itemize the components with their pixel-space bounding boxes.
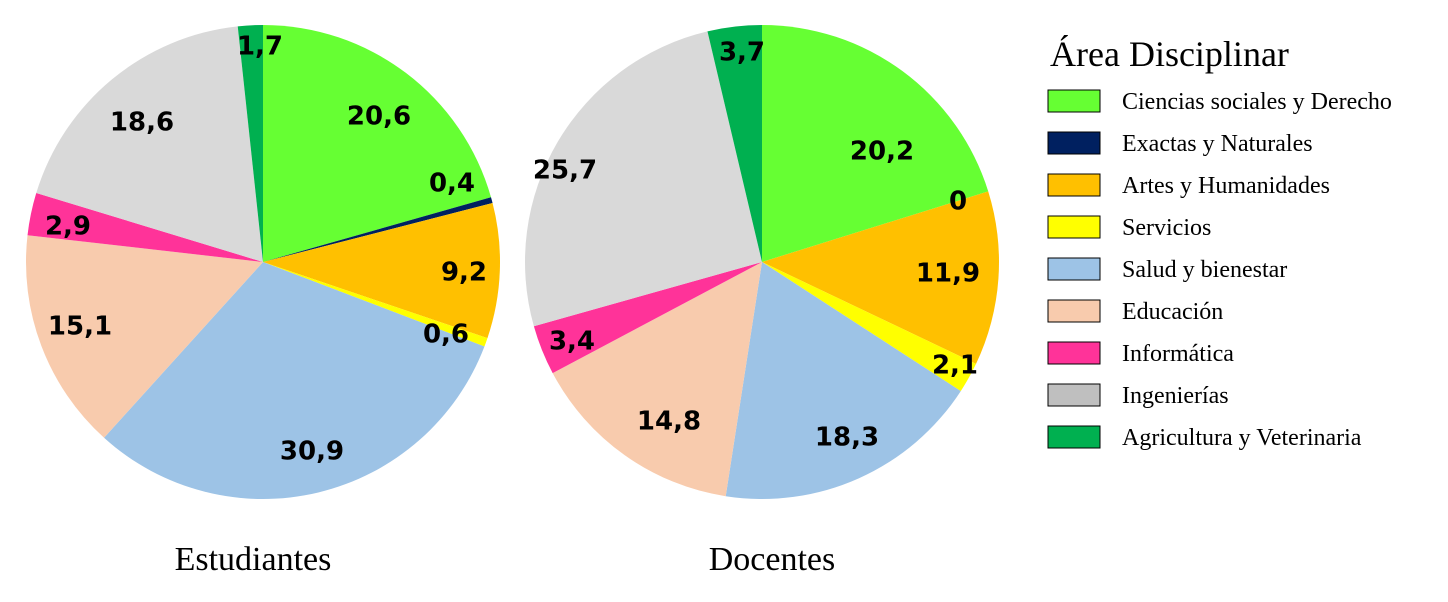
pie-slice-estudiantes-ciencias-sociales-y-derecho <box>263 25 492 262</box>
data-label-docentes-ciencias-sociales-y-derecho: 20,2 <box>850 137 914 167</box>
legend: Área Disciplinar Ciencias sociales y Der… <box>1047 34 1392 451</box>
pie-estudiantes: 20,6 0,4 9,2 0,6 30,9 15,1 2,9 18,6 1,7 <box>26 25 501 499</box>
pie-slice-docentes-artes-y-humanidades <box>762 191 999 364</box>
legend-swatch-informatica <box>1047 341 1101 365</box>
pie-slice-docentes-servicios <box>762 262 977 392</box>
data-label-estudiantes-salud-y-bienestar: 30,9 <box>280 437 344 467</box>
data-label-estudiantes-ciencias-sociales-y-derecho: 20,6 <box>347 102 411 132</box>
data-label-estudiantes-educacion: 15,1 <box>48 312 112 342</box>
pie-slice-docentes-educacion <box>552 262 762 497</box>
legend-swatch-agricultura-y-veterinaria <box>1047 425 1101 449</box>
legend-label-educacion: Educación <box>1122 299 1223 325</box>
data-label-docentes-exactas-y-naturales: 0 <box>949 187 967 217</box>
data-label-docentes-ingenierias: 25,7 <box>533 156 597 186</box>
legend-label-artes-y-humanidades: Artes y Humanidades <box>1122 173 1330 199</box>
data-label-estudiantes-exactas-y-naturales: 0,4 <box>429 169 475 199</box>
data-label-estudiantes-informatica: 2,9 <box>45 212 91 242</box>
legend-label-ciencias-sociales-y-derecho: Ciencias sociales y Derecho <box>1122 89 1392 115</box>
pie-slice-estudiantes-informatica <box>27 193 264 262</box>
data-label-docentes-informatica: 3,4 <box>549 327 595 357</box>
legend-label-servicios: Servicios <box>1122 215 1211 241</box>
data-label-estudiantes-servicios: 0,6 <box>423 320 469 350</box>
data-label-estudiantes-agricultura-y-veterinaria: 1,7 <box>237 32 283 62</box>
data-label-docentes-educacion: 14,8 <box>637 407 701 437</box>
legend-title: Área Disciplinar <box>1050 34 1289 74</box>
legend-label-informatica: Informática <box>1122 341 1234 367</box>
legend-swatch-ciencias-sociales-y-derecho <box>1047 89 1101 113</box>
legend-label-agricultura-y-veterinaria: Agricultura y Veterinaria <box>1122 425 1362 451</box>
legend-swatch-ingenierias <box>1047 383 1101 407</box>
pie-slice-estudiantes-agricultura-y-veterinaria <box>237 25 263 262</box>
pie-slice-estudiantes-artes-y-humanidades <box>263 203 501 339</box>
pie-slice-docentes-agricultura-y-veterinaria <box>707 25 762 262</box>
data-label-estudiantes-ingenierias: 18,6 <box>110 108 174 138</box>
pie-slice-estudiantes-educacion <box>26 235 264 438</box>
legend-swatch-educacion <box>1047 299 1101 323</box>
pie-docentes: 20,2 0 11,9 2,1 18,3 14,8 3,4 25,7 3,7 <box>524 25 999 499</box>
legend-label-salud-y-bienestar: Salud y bienestar <box>1122 257 1287 283</box>
pie-slice-docentes-ciencias-sociales-y-derecho <box>762 25 989 262</box>
pie-slice-estudiantes-ingenierias <box>36 26 263 263</box>
data-label-docentes-salud-y-bienestar: 18,3 <box>815 423 879 453</box>
pie-slice-docentes-salud-y-bienestar <box>725 262 961 499</box>
legend-label-ingenierias: Ingenierías <box>1122 383 1229 409</box>
data-label-docentes-agricultura-y-veterinaria: 3,7 <box>719 38 765 68</box>
pie-title-docentes: Docentes <box>709 541 836 578</box>
legend-swatch-artes-y-humanidades <box>1047 173 1101 197</box>
data-label-estudiantes-artes-y-humanidades: 9,2 <box>441 258 487 288</box>
data-label-docentes-artes-y-humanidades: 11,9 <box>916 259 980 289</box>
pie-slice-estudiantes-servicios <box>263 262 488 347</box>
pie-slice-estudiantes-salud-y-bienestar <box>104 262 485 499</box>
legend-label-exactas-y-naturales: Exactas y Naturales <box>1122 131 1313 157</box>
data-label-docentes-servicios: 2,1 <box>932 351 978 381</box>
legend-swatch-salud-y-bienestar <box>1047 257 1101 281</box>
legend-swatch-servicios <box>1047 215 1101 239</box>
pie-title-estudiantes: Estudiantes <box>175 541 332 578</box>
pie-slice-docentes-informatica <box>533 262 762 374</box>
legend-swatch-exactas-y-naturales <box>1047 131 1101 155</box>
pie-slice-estudiantes-exactas-y-naturales <box>263 197 493 262</box>
pie-slice-docentes-ingenierias <box>524 31 762 327</box>
